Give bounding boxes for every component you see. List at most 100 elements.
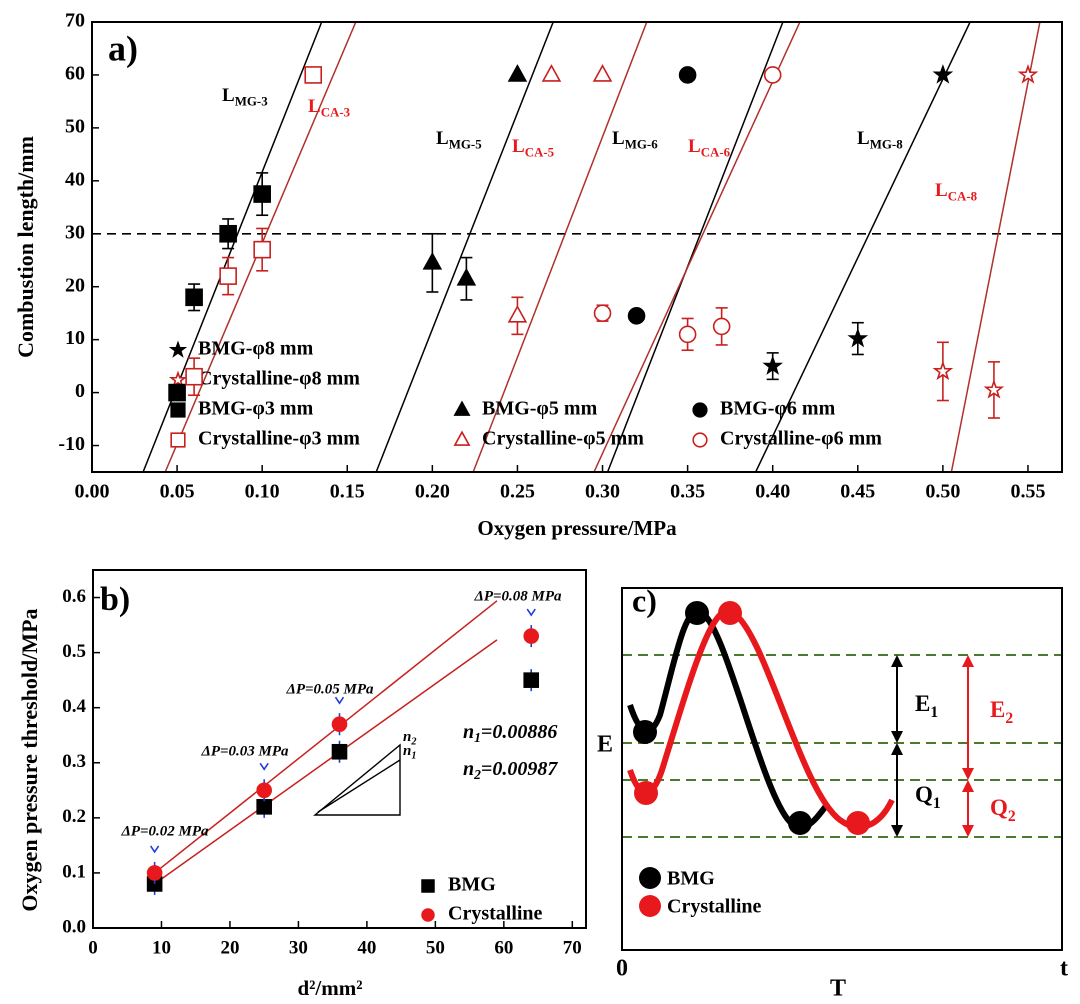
slope-triangle-line [317,759,401,813]
x-tick-label: 30 [289,937,308,958]
y-axis-label: E [597,732,613,758]
x-axis-label: Oxygen pressure/MPa [477,516,677,540]
legend-marker [692,402,708,418]
legend-marker [168,340,188,358]
x-tick-label: 60 [494,937,513,958]
line-label-main: L [688,136,701,157]
slope-label-main: n [463,758,474,780]
y-tick-label: 10 [65,327,85,349]
legend-label: Crystalline [667,896,762,918]
marker-star [762,355,783,375]
y-tick-label: 0.1 [62,861,86,882]
x-end-label: t [1060,956,1068,982]
fit-line [472,22,648,472]
y-tick-label: 0.3 [62,751,86,772]
line-label-sub: MG-5 [449,137,482,152]
line-label: LMG-3 [222,85,268,108]
panel-label: c) [632,582,657,618]
triangle-label: n2 [403,729,416,747]
marker-triangle [507,304,528,323]
x-axis-label: d²/mm² [297,976,362,1000]
legend-marker [639,895,661,917]
line-label: LCA-3 [308,96,351,119]
fit-line [950,22,1041,472]
panel-label: a) [108,28,138,68]
fit-line [606,22,784,472]
x-tick-label: 0.45 [840,481,875,503]
x-tick-label: 0.35 [670,481,705,503]
marker-square [253,185,271,203]
y-tick-label: 20 [65,274,85,296]
line-label: LMG-6 [612,128,658,151]
energy-label-sub: 2 [1008,807,1016,824]
marker-square [219,224,237,243]
y-axis-label: Oxygen pressure threshold/MPa [17,608,42,911]
x-tick-label: 0.25 [500,481,535,503]
marker-star [983,379,1005,399]
legend-label: Crystalline-φ3 mm [198,428,360,450]
plot-frame [92,569,587,929]
line-label: LCA-8 [935,180,978,203]
x-tick-label: 0.50 [925,481,960,503]
x-tick-label: 0.30 [585,481,620,503]
legend-marker [692,432,708,448]
x-axis-label: T [830,976,846,1002]
triangle-label-main: n [403,729,411,745]
error-arrow [334,696,345,705]
legend-label: BMG-φ3 mm [198,398,314,420]
y-tick-label: 0.6 [62,586,86,607]
annotation: ΔP=0.02 MPa [120,823,209,839]
arrow-head [962,780,974,837]
energy-label: Q2 [990,795,1016,824]
slope-label-rest: =0.00987 [481,758,558,780]
y-tick-label: 0.5 [62,641,86,662]
legend-label: Crystalline-φ8 mm [198,368,360,390]
marker-square [256,799,272,815]
origin-label: 0 [616,956,628,982]
energy-label-sub: 1 [930,703,938,720]
line-label-sub: CA-6 [701,145,731,160]
error-arrow [149,845,160,854]
line-label-main: L [222,85,235,106]
slope-label-main: n [463,721,474,743]
line-label-main: L [935,180,948,201]
legend-label: BMG-φ5 mm [482,398,598,420]
line-label-main: L [308,96,321,117]
triangle-label: n1 [403,743,416,761]
marker-square [185,288,203,307]
marker-square [523,672,540,688]
fit-line [755,22,971,472]
fit-line [154,639,498,885]
marker-triangle [541,64,562,82]
line-label: LCA-6 [688,136,731,159]
marker-square [185,367,203,386]
energy-label-main: E [915,691,930,716]
line-label: LCA-5 [512,136,554,159]
line-label-sub: MG-6 [625,137,659,152]
legend-label: BMG [667,868,715,890]
y-tick-label: 70 [65,10,85,32]
error-arrow [526,608,536,617]
marker-star [932,360,954,381]
x-tick-label: 20 [220,937,239,958]
legend-marker [453,400,471,416]
energy-label: E2 [990,697,1013,726]
y-tick-label: 60 [65,63,85,85]
legend-label: BMG [448,874,496,896]
energy-curve [627,607,895,831]
legend-marker [421,879,435,893]
marker-star [1017,64,1039,84]
marker-circle [523,628,540,644]
y-axis-label: Combustion length/mm [13,136,38,358]
x-tick-label: 0.20 [415,481,450,503]
legend-label: Crystalline-φ6 mm [720,428,882,450]
legend-label: BMG-φ8 mm [198,338,314,360]
line-label-main: L [512,136,525,157]
state-dot [633,720,657,744]
x-tick-label: 40 [357,937,376,958]
marker-triangle [507,64,528,82]
annotation: ΔP=0.08 MPa [473,588,562,604]
y-tick-label: 0.2 [62,806,86,827]
x-tick-label: 0.40 [755,481,790,503]
energy-curve [627,608,829,830]
